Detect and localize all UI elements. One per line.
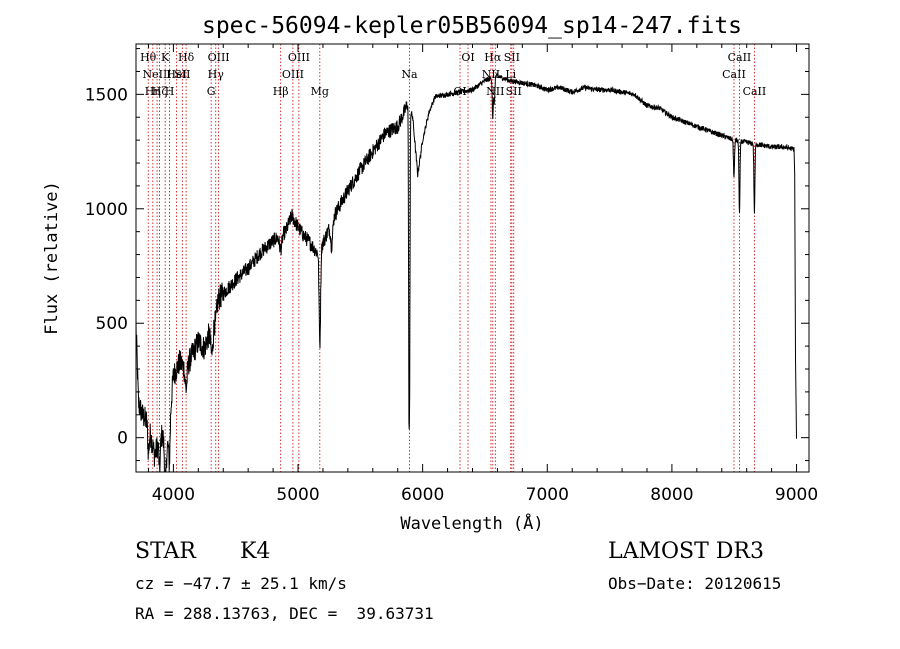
line-label-12: Hβ xyxy=(273,85,289,98)
line-label-3: Hζ xyxy=(152,85,168,98)
line-label-13: OIII xyxy=(282,68,304,81)
chart-title: spec-56094-kepler05B56094_sp14-247.fits xyxy=(202,13,742,39)
x-axis-label: Wavelength (Å) xyxy=(400,512,543,534)
line-label-6: HeI xyxy=(166,68,186,81)
line-label-24: SII xyxy=(506,85,522,98)
x-tick-label-1: 5000 xyxy=(276,485,319,505)
line-label-11: OIII xyxy=(208,51,230,64)
line-label-5: H xyxy=(165,85,175,98)
line-label-15: Mg xyxy=(311,85,329,98)
line-label-18: OI xyxy=(461,51,474,64)
y-tick-label-2: 1000 xyxy=(85,200,128,220)
flux-series xyxy=(135,72,797,473)
survey-name: LAMOST DR3 xyxy=(608,539,764,564)
line-label-9: G xyxy=(207,85,216,98)
line-label-7: SII xyxy=(174,68,190,81)
line-label-16: Na xyxy=(401,68,418,81)
line-label-26: CaII xyxy=(728,51,752,64)
x-tick-label-2: 6000 xyxy=(401,485,444,505)
y-axis-label: Flux (relative) xyxy=(42,181,62,335)
axes: 4000 5000 6000 7000 8000 9000 0 500 1000 1500 xyxy=(85,44,818,505)
line-label-1: Hη xyxy=(145,85,161,98)
line-label-22: Li xyxy=(505,68,516,81)
observation-date: Obs−Date: 20120615 xyxy=(608,574,782,593)
line-label-25: CaII xyxy=(722,68,746,81)
line-label-8: Hδ xyxy=(178,51,195,64)
line-label-4: K xyxy=(161,51,170,64)
line-label-27: CaII xyxy=(743,85,767,98)
line-label-0: Hθ xyxy=(140,51,157,64)
line-label-14: OIII xyxy=(288,51,310,64)
flux-line xyxy=(135,72,797,473)
y-tick-label-0: 0 xyxy=(117,429,128,449)
object-class: STAR xyxy=(135,539,196,564)
redshift-velocity: cz = −47.7 ± 25.1 km/s xyxy=(135,574,347,593)
line-label-20: Hα xyxy=(484,51,502,64)
y-tick-label-3: 1500 xyxy=(85,85,128,105)
x-tick-label-5: 9000 xyxy=(775,485,818,505)
x-tick-label-4: 8000 xyxy=(650,485,693,505)
spectral-line-markers: HθHηNeIIIHζKHHeISIIHδGHγOIIIHβOIIIOIIIMg… xyxy=(140,44,766,472)
sky-coordinates: RA = 288.13763, DEC = 39.63731 xyxy=(135,604,434,623)
plot-frame xyxy=(135,43,810,473)
line-label-23: SII xyxy=(504,51,520,64)
x-tick-label-0: 4000 xyxy=(152,485,195,505)
object-subclass: K4 xyxy=(240,539,271,564)
x-tick-label-3: 7000 xyxy=(526,485,569,505)
line-label-10: Hγ xyxy=(208,68,225,81)
y-tick-label-1: 500 xyxy=(96,314,128,334)
line-label-2: NeIII xyxy=(142,68,171,81)
